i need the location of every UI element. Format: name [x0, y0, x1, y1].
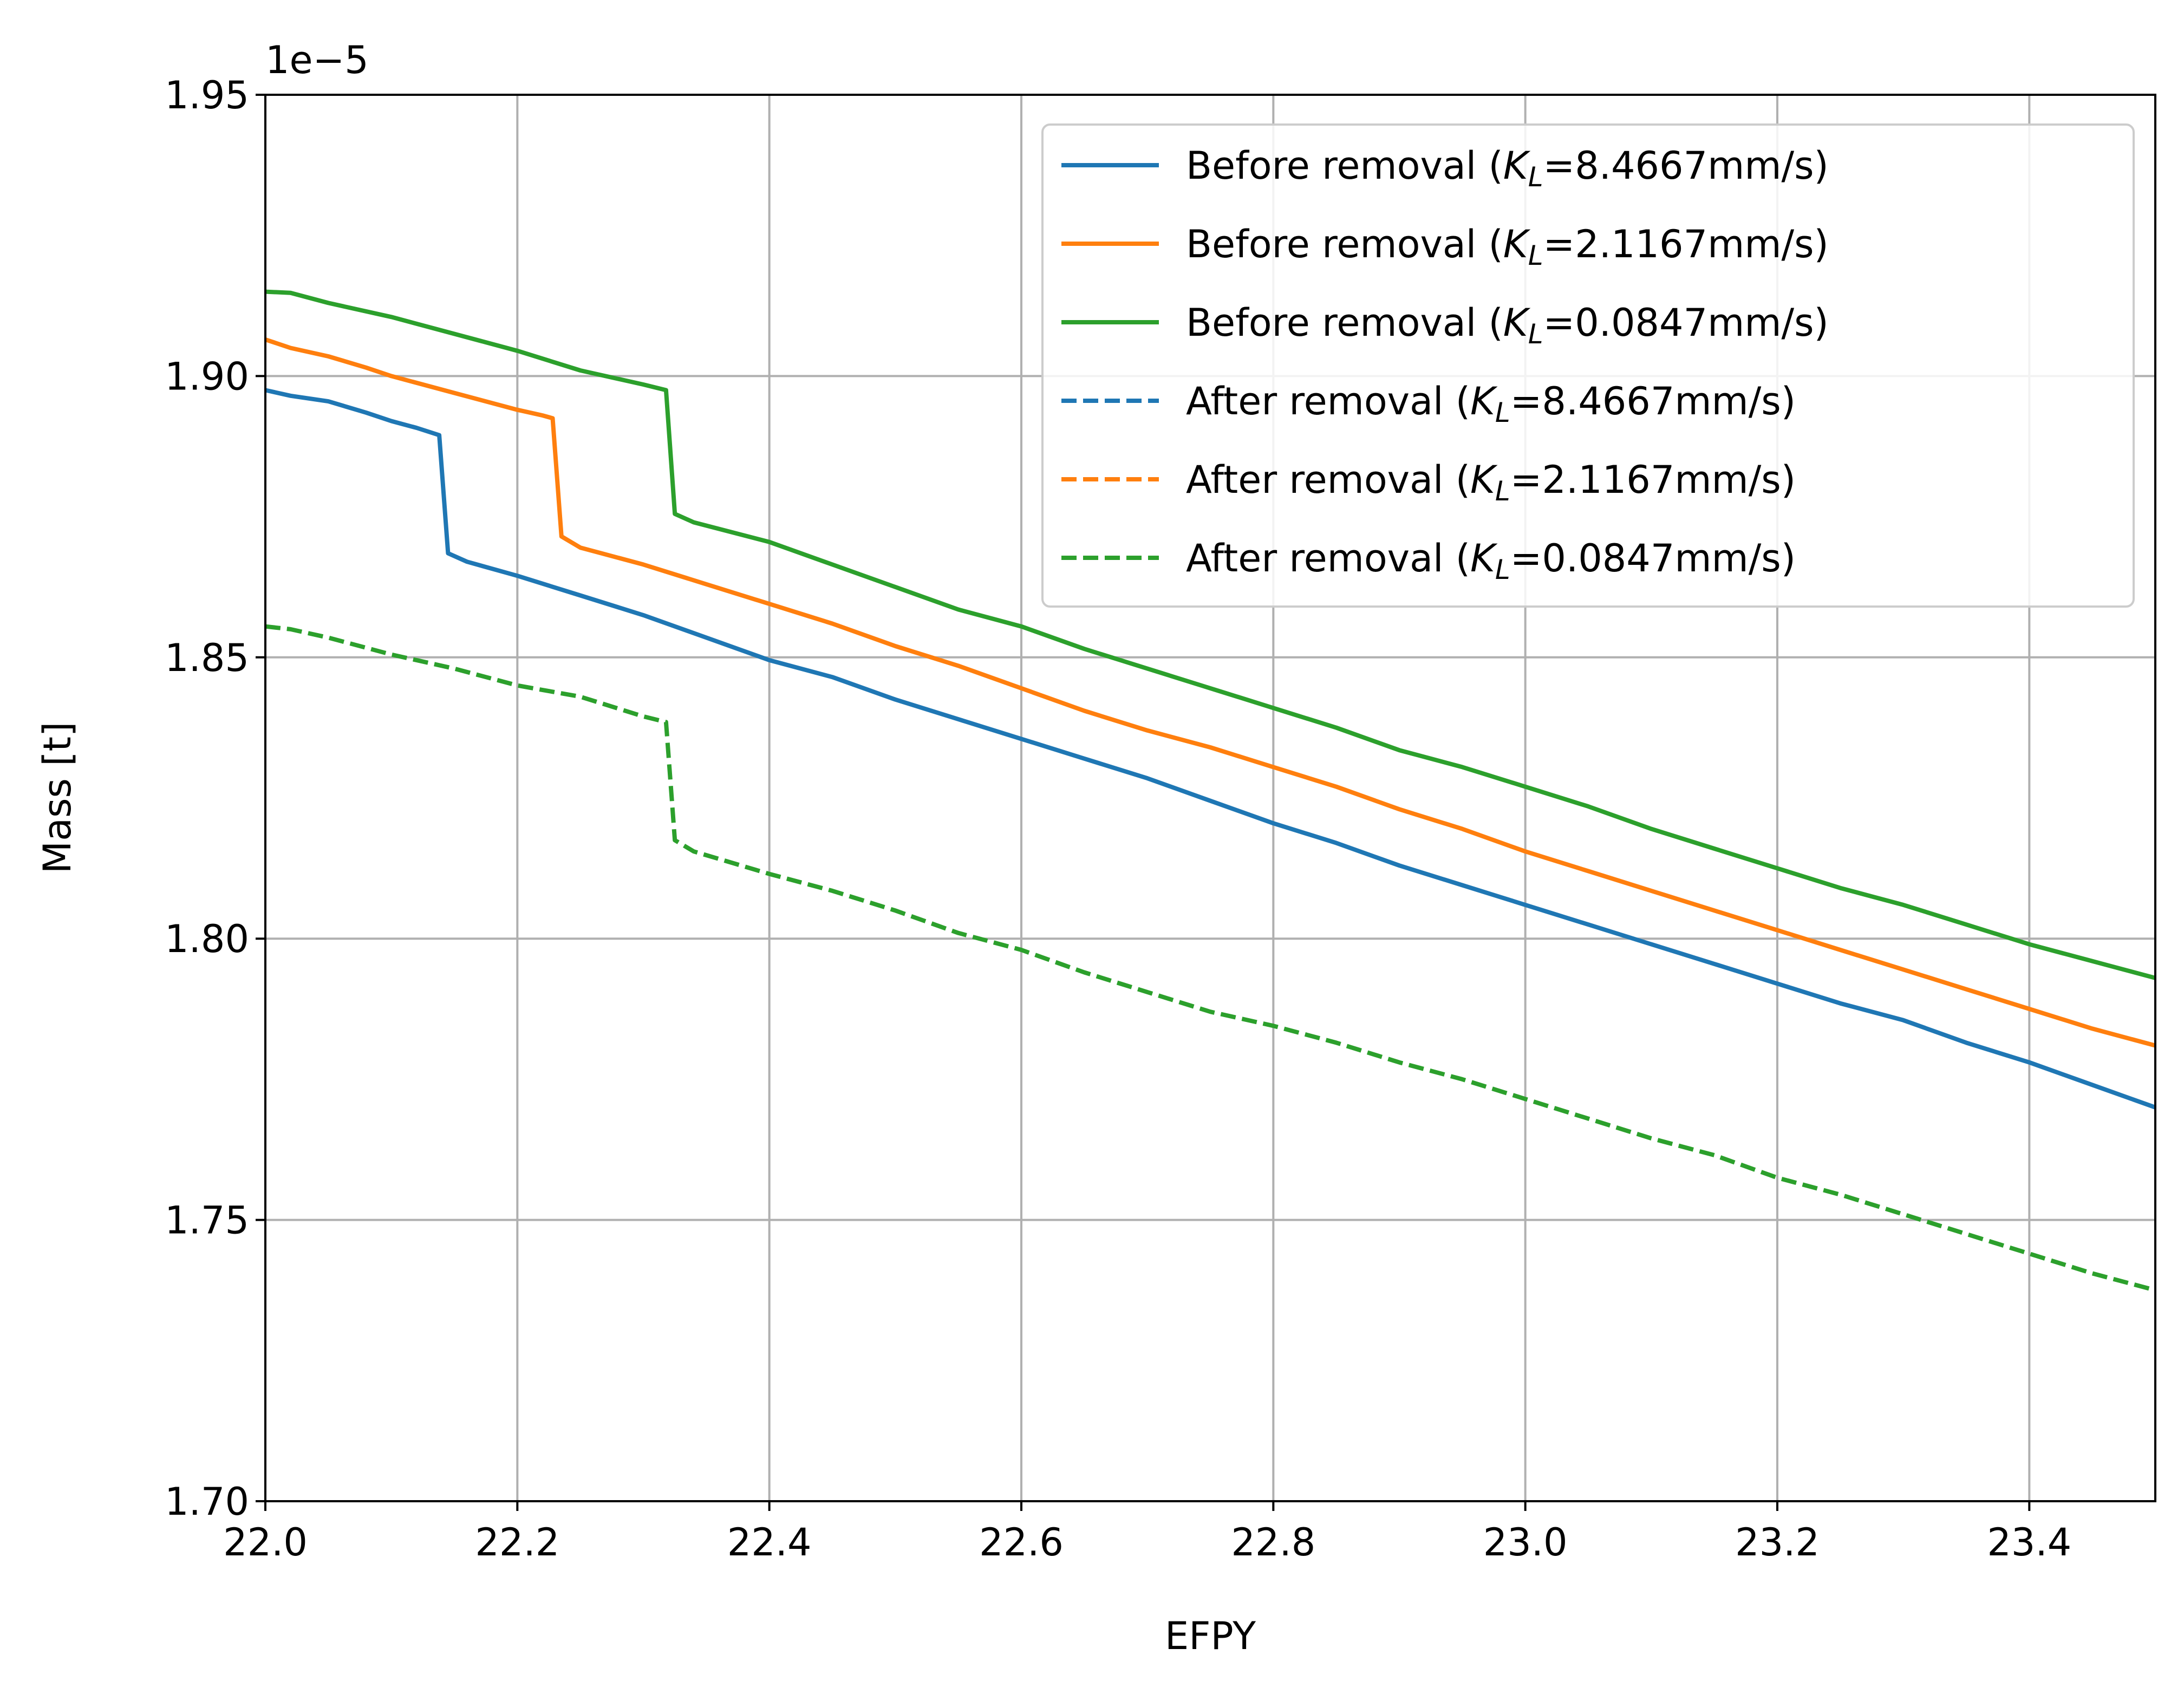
- legend-label: Before removal (KL=8.4667mm/s): [1186, 144, 1829, 193]
- legend-frame: [1041, 123, 2135, 608]
- legend-label: After removal (KL=8.4667mm/s): [1186, 379, 1796, 428]
- y-offset-label: 1e−5: [265, 38, 369, 82]
- x-tick-label: 22.8: [1231, 1520, 1315, 1565]
- x-tick-label: 23.2: [1735, 1520, 1820, 1565]
- legend-label: After removal (KL=2.1167mm/s): [1186, 458, 1796, 507]
- plot-area: [264, 289, 2156, 1293]
- y-tick-label: 1.70: [165, 1480, 249, 1524]
- x-tick-label: 22.0: [223, 1520, 308, 1565]
- series-line-1: [265, 388, 2156, 1110]
- x-tick-label: 22.2: [475, 1520, 559, 1565]
- y-tick-label: 1.85: [165, 636, 249, 680]
- legend-label: Before removal (KL=0.0847mm/s): [1186, 301, 1829, 350]
- legend: Before removal (KL=8.4667mm/s) Before rem…: [1041, 123, 2135, 608]
- series-line-6: [265, 624, 2156, 1293]
- ticks: 22.0 22.2 22.4 22.6 22.8 23.0 23.2 23.4 1.70 1.75…: [165, 73, 2071, 1565]
- x-tick-label: 22.6: [979, 1520, 1064, 1565]
- x-tick-label: 22.4: [727, 1520, 812, 1565]
- legend-label: Before removal (KL=2.1167mm/s): [1186, 222, 1829, 271]
- series-line-2: [264, 337, 2156, 1048]
- x-axis-label: EFPY: [1165, 1614, 1256, 1658]
- x-tick-label: 23.0: [1483, 1520, 1568, 1565]
- y-axis-label: Mass [t]: [35, 722, 80, 874]
- series-line-3: [265, 289, 2156, 980]
- y-tick-label: 1.75: [165, 1198, 249, 1243]
- axes-frame: [264, 94, 2156, 1502]
- legend-label: After removal (KL=0.0847mm/s): [1186, 536, 1796, 585]
- x-tick-label: 23.4: [1987, 1520, 2071, 1565]
- y-tick-label: 1.95: [165, 73, 249, 118]
- y-tick-label: 1.80: [165, 917, 249, 961]
- y-tick-label: 1.90: [165, 354, 249, 399]
